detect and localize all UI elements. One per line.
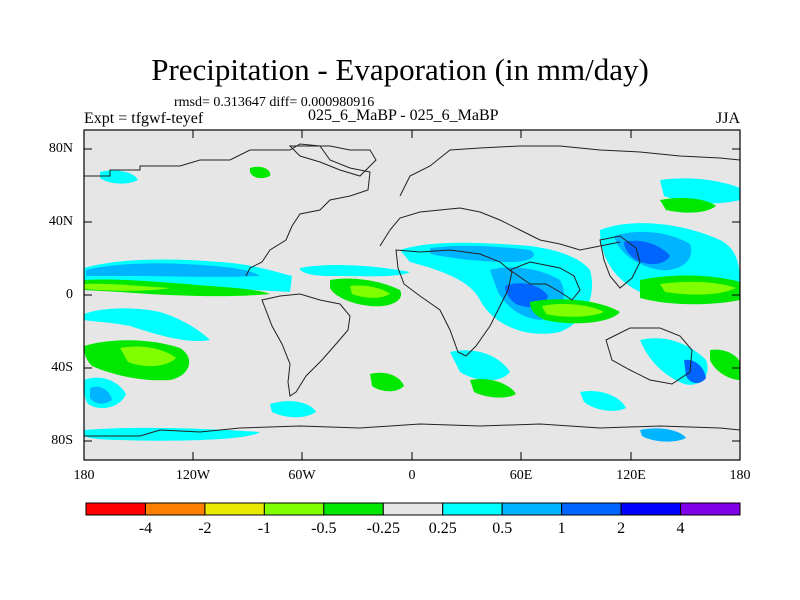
field-south-far-cyan <box>84 427 260 441</box>
field-pacific-lightgreen <box>84 283 170 291</box>
experiment-label: Expt = tfgwf-teyef <box>84 110 204 127</box>
colorbar-bin-7 <box>501 502 563 516</box>
lon-label-120e: 120E <box>616 468 646 483</box>
colorbar-bin-1 <box>144 502 206 516</box>
field-south-ocean-cyan <box>580 390 626 411</box>
colorbar-label: -0.5 <box>311 520 337 537</box>
lat-label-40s: 40S <box>51 360 73 375</box>
colorbar-label: 1 <box>557 520 566 537</box>
colorbar-bin-2 <box>204 502 265 516</box>
comparison-label: 025_6_MaBP - 025_6_MaBP <box>308 107 499 124</box>
coast-southeast-asia <box>599 235 641 289</box>
field-wpac-darkblue <box>624 240 670 265</box>
coast-south-america <box>261 293 351 397</box>
lon-ticks <box>83 130 741 460</box>
field-newzealand-green <box>710 349 740 380</box>
lon-label-0: 0 <box>408 468 416 483</box>
colorbar-label: 4 <box>676 520 685 537</box>
colorbar-bin-5 <box>382 502 444 516</box>
colorbar-label: -4 <box>138 520 153 537</box>
colorbar <box>85 502 741 516</box>
colorbar-label: 0.25 <box>428 520 457 537</box>
lat-label-0: 0 <box>66 287 73 302</box>
colorbar-bin-6 <box>442 502 503 516</box>
lat-label-40n: 40N <box>48 214 73 229</box>
coastlines <box>84 143 740 437</box>
field-itcz-blue <box>86 263 260 277</box>
field-asia-cyan <box>660 178 740 204</box>
field-south-indian-cyan <box>450 350 510 381</box>
coast-africa <box>395 249 513 357</box>
lat-ticks <box>84 148 740 442</box>
colorbar-label: 2 <box>617 520 626 537</box>
field-south-far-blue <box>640 428 686 442</box>
field-atlantic-cyan <box>300 265 410 277</box>
field-south-pacific-lightgreen <box>120 346 176 367</box>
field-south-atlantic-green <box>370 372 404 392</box>
field-south-atlantic-cyan <box>270 401 316 418</box>
field-africa-blue <box>430 245 534 262</box>
colorbar-bin-3 <box>263 502 325 516</box>
field-wpac-lightgreen <box>660 281 736 295</box>
lon-label-60e: 60E <box>509 468 533 483</box>
field-north-green <box>250 166 271 179</box>
colorbar-bin-8 <box>561 502 622 516</box>
field-atlantic-lightgreen <box>350 285 390 298</box>
lon-label-120w: 120W <box>175 468 211 483</box>
coast-antarctica <box>84 423 740 437</box>
colorbar-label: -1 <box>257 520 272 537</box>
coast-eurasia <box>399 145 740 197</box>
colorbar-label: -2 <box>198 520 212 537</box>
lat-label-80s: 80S <box>51 433 73 448</box>
plot-title: Precipitation - Evaporation (in mm/day) <box>151 52 649 87</box>
field-south-indian-green <box>470 378 516 398</box>
colorbar-bin-9 <box>620 502 682 516</box>
precip-fields <box>84 166 740 442</box>
colorbar-label: -0.25 <box>366 520 400 537</box>
coast-arabia-india <box>508 261 581 301</box>
coast-europe <box>379 207 621 251</box>
season-label: JJA <box>716 110 741 127</box>
lon-label-180w: 180 <box>73 468 95 483</box>
lon-label-180e: 180 <box>729 468 751 483</box>
colorbar-bin-4 <box>323 502 384 516</box>
field-asia-green <box>660 198 716 213</box>
field-indian-lightgreen <box>542 304 604 317</box>
lon-label-60w: 60W <box>288 468 316 483</box>
coast-north-america <box>84 143 371 277</box>
coast-greenland <box>288 145 377 177</box>
field-south-pacific-blue <box>90 386 112 404</box>
field-australia-blue <box>684 359 706 384</box>
coast-australia <box>605 327 693 385</box>
colorbar-label: 0.5 <box>492 520 513 537</box>
colorbar-bin-10 <box>680 502 741 516</box>
field-cyan-band-s <box>84 308 210 342</box>
colorbar-bin-0 <box>85 502 146 516</box>
stats-line: rmsd= 0.313647 diff= 0.000980916 <box>174 95 375 110</box>
field-pacific-green <box>84 279 270 297</box>
lat-label-80n: 80N <box>48 141 73 156</box>
